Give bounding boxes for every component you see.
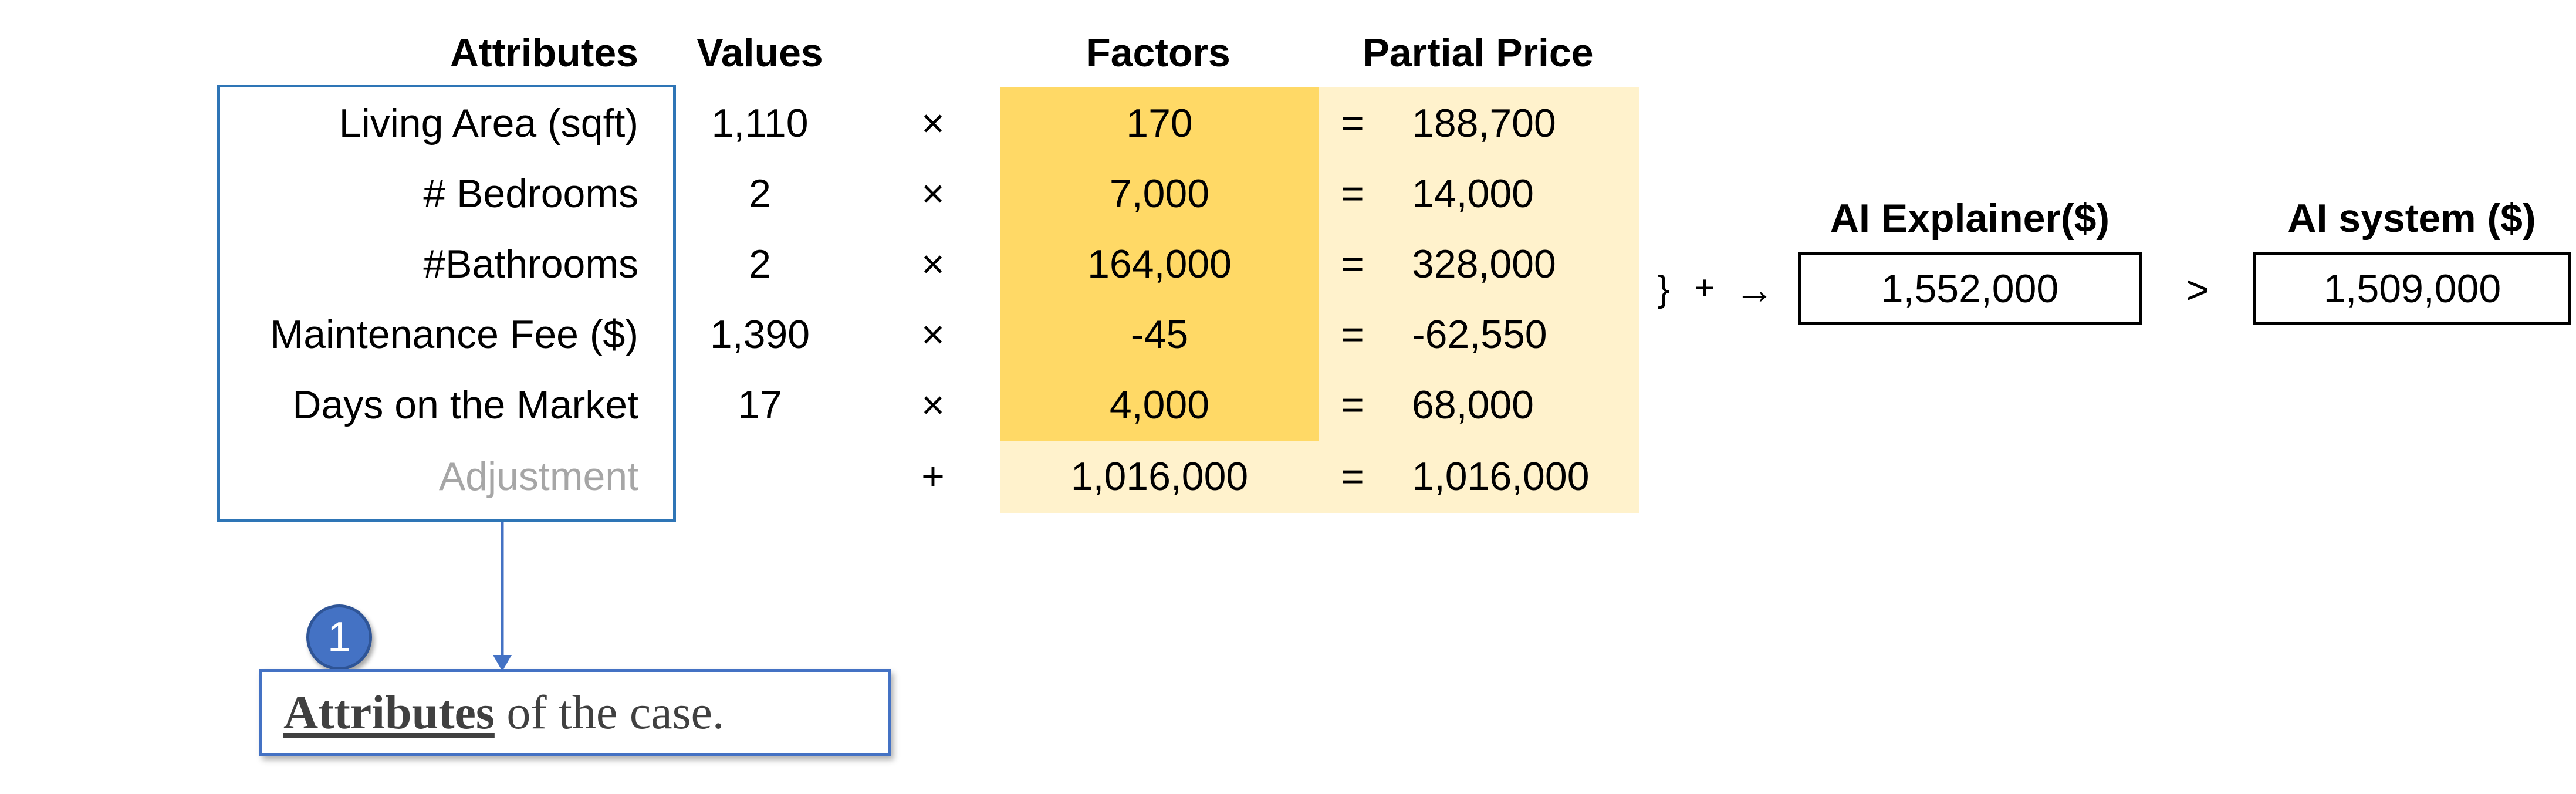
ai-system-box: 1,509,000 bbox=[2253, 252, 2571, 325]
adjustment-attribute: Adjustment bbox=[438, 454, 638, 499]
attributes-frame bbox=[217, 85, 676, 522]
row-4-attribute: Maintenance Fee ($) bbox=[270, 312, 638, 357]
connector-arrowhead bbox=[493, 655, 512, 671]
row-3-multiply: × bbox=[921, 242, 945, 286]
callout-text: Attributes of the case. bbox=[283, 685, 724, 740]
row-2-factor: 7,000 bbox=[1109, 171, 1210, 216]
row-3-factor: 164,000 bbox=[1087, 242, 1232, 286]
ai-explainer-label: AI Explainer($) bbox=[1830, 196, 2110, 241]
ai-system-value: 1,509,000 bbox=[2323, 266, 2501, 311]
row-1-attribute: Living Area (sqft) bbox=[339, 101, 638, 146]
row-4-partial: -62,550 bbox=[1412, 312, 1547, 357]
row-1-factor: 170 bbox=[1126, 101, 1193, 146]
row-3-equals: = bbox=[1341, 242, 1364, 286]
row-4-multiply: × bbox=[921, 312, 945, 357]
row-2-value: 2 bbox=[749, 171, 771, 216]
header-values: Values bbox=[697, 31, 823, 75]
adjustment-partial: 1,016,000 bbox=[1412, 454, 1590, 499]
comparison-symbol: > bbox=[2186, 268, 2209, 312]
row-5-equals: = bbox=[1341, 383, 1364, 427]
row-4-value: 1,390 bbox=[709, 312, 810, 357]
row-1-value: 1,110 bbox=[711, 101, 809, 146]
callout-bold: Attributes bbox=[283, 685, 495, 739]
row-4-factor: -45 bbox=[1130, 312, 1189, 357]
row-3-partial: 328,000 bbox=[1412, 242, 1556, 286]
header-factors: Factors bbox=[1086, 31, 1230, 75]
row-5-multiply: × bbox=[921, 383, 945, 427]
row-2-multiply: × bbox=[921, 171, 945, 216]
row-5-factor: 4,000 bbox=[1109, 383, 1210, 427]
row-1-partial: 188,700 bbox=[1412, 101, 1556, 146]
partial-price-fill bbox=[1319, 87, 1639, 441]
header-partial-price: Partial Price bbox=[1363, 31, 1594, 75]
row-5-attribute: Days on the Market bbox=[292, 383, 638, 427]
sum-plus: + bbox=[1695, 269, 1715, 307]
adjustment-factor: 1,016,000 bbox=[1070, 454, 1249, 499]
sum-arrow-icon: → bbox=[1735, 268, 1774, 312]
callout-rest: of the case. bbox=[494, 685, 725, 739]
ai-explainer-value: 1,552,000 bbox=[1881, 266, 2059, 311]
row-4-equals: = bbox=[1341, 312, 1364, 357]
ai-explainer-box: 1,552,000 bbox=[1798, 252, 2142, 325]
row-1-multiply: × bbox=[921, 101, 945, 146]
row-2-attribute: # Bedrooms bbox=[423, 171, 638, 216]
adjustment-plus: + bbox=[921, 454, 945, 499]
adjustment-fill bbox=[1000, 441, 1639, 513]
row-2-equals: = bbox=[1341, 171, 1364, 216]
sum-brace: } bbox=[1657, 269, 1670, 309]
factors-fill bbox=[1000, 87, 1319, 441]
header-attributes: Attributes bbox=[449, 31, 638, 75]
row-3-attribute: #Bathrooms bbox=[423, 242, 638, 286]
ai-system-label: AI system ($) bbox=[2287, 196, 2536, 241]
row-2-partial: 14,000 bbox=[1412, 171, 1534, 216]
adjustment-equals: = bbox=[1341, 454, 1364, 499]
row-5-value: 17 bbox=[738, 383, 782, 427]
row-1-equals: = bbox=[1341, 101, 1364, 146]
callout-number-badge: 1 bbox=[306, 604, 372, 670]
row-3-value: 2 bbox=[749, 242, 771, 286]
row-5-partial: 68,000 bbox=[1412, 383, 1534, 427]
callout-note: Attributes of the case. bbox=[259, 669, 891, 756]
